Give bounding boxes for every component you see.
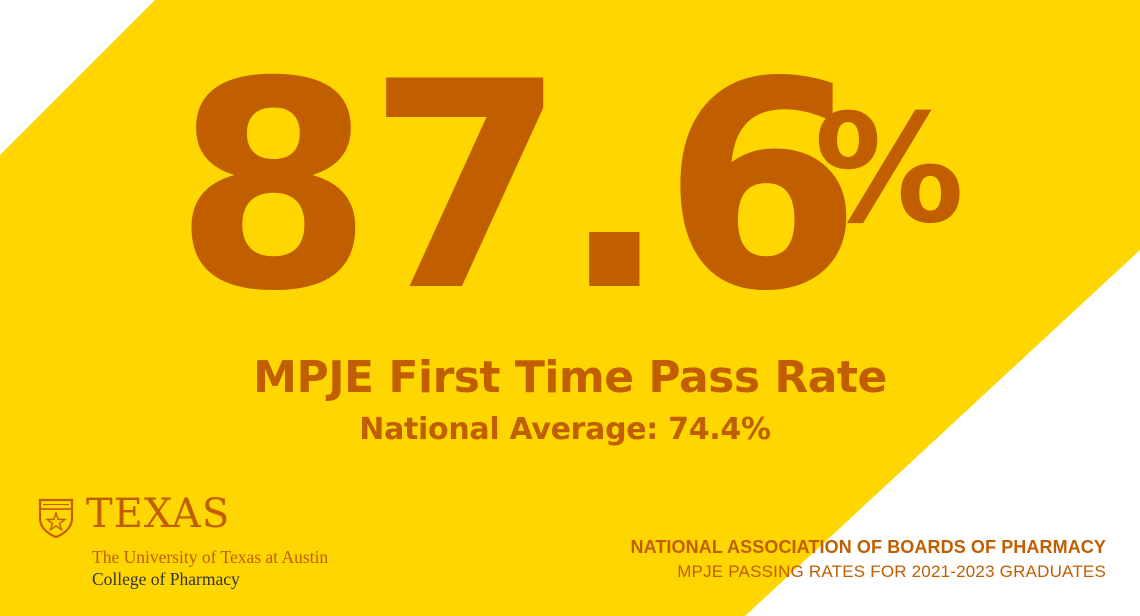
source-note: MPJE PASSING RATES FOR 2021-2023 GRADUAT…	[677, 562, 1106, 581]
national-average: National Average: 74.4%	[359, 412, 771, 447]
pass-rate-number: 87.6	[174, 22, 862, 354]
pass-rate-stat: 87.6 %	[174, 38, 974, 338]
source-organization: NATIONAL ASSOCIATION OF BOARDS OF PHARMA…	[630, 537, 1106, 557]
pass-rate-percent-sign: %	[814, 83, 964, 257]
headline: MPJE First Time Pass Rate	[253, 352, 887, 403]
university-name: The University of Texas at Austin	[92, 547, 329, 567]
shield-icon	[38, 498, 74, 538]
texas-wordmark: TEXAS	[86, 491, 231, 537]
college-name: College of Pharmacy	[92, 569, 240, 589]
ut-pharmacy-logo: TEXAS The University of Texas at Austin …	[38, 491, 358, 594]
